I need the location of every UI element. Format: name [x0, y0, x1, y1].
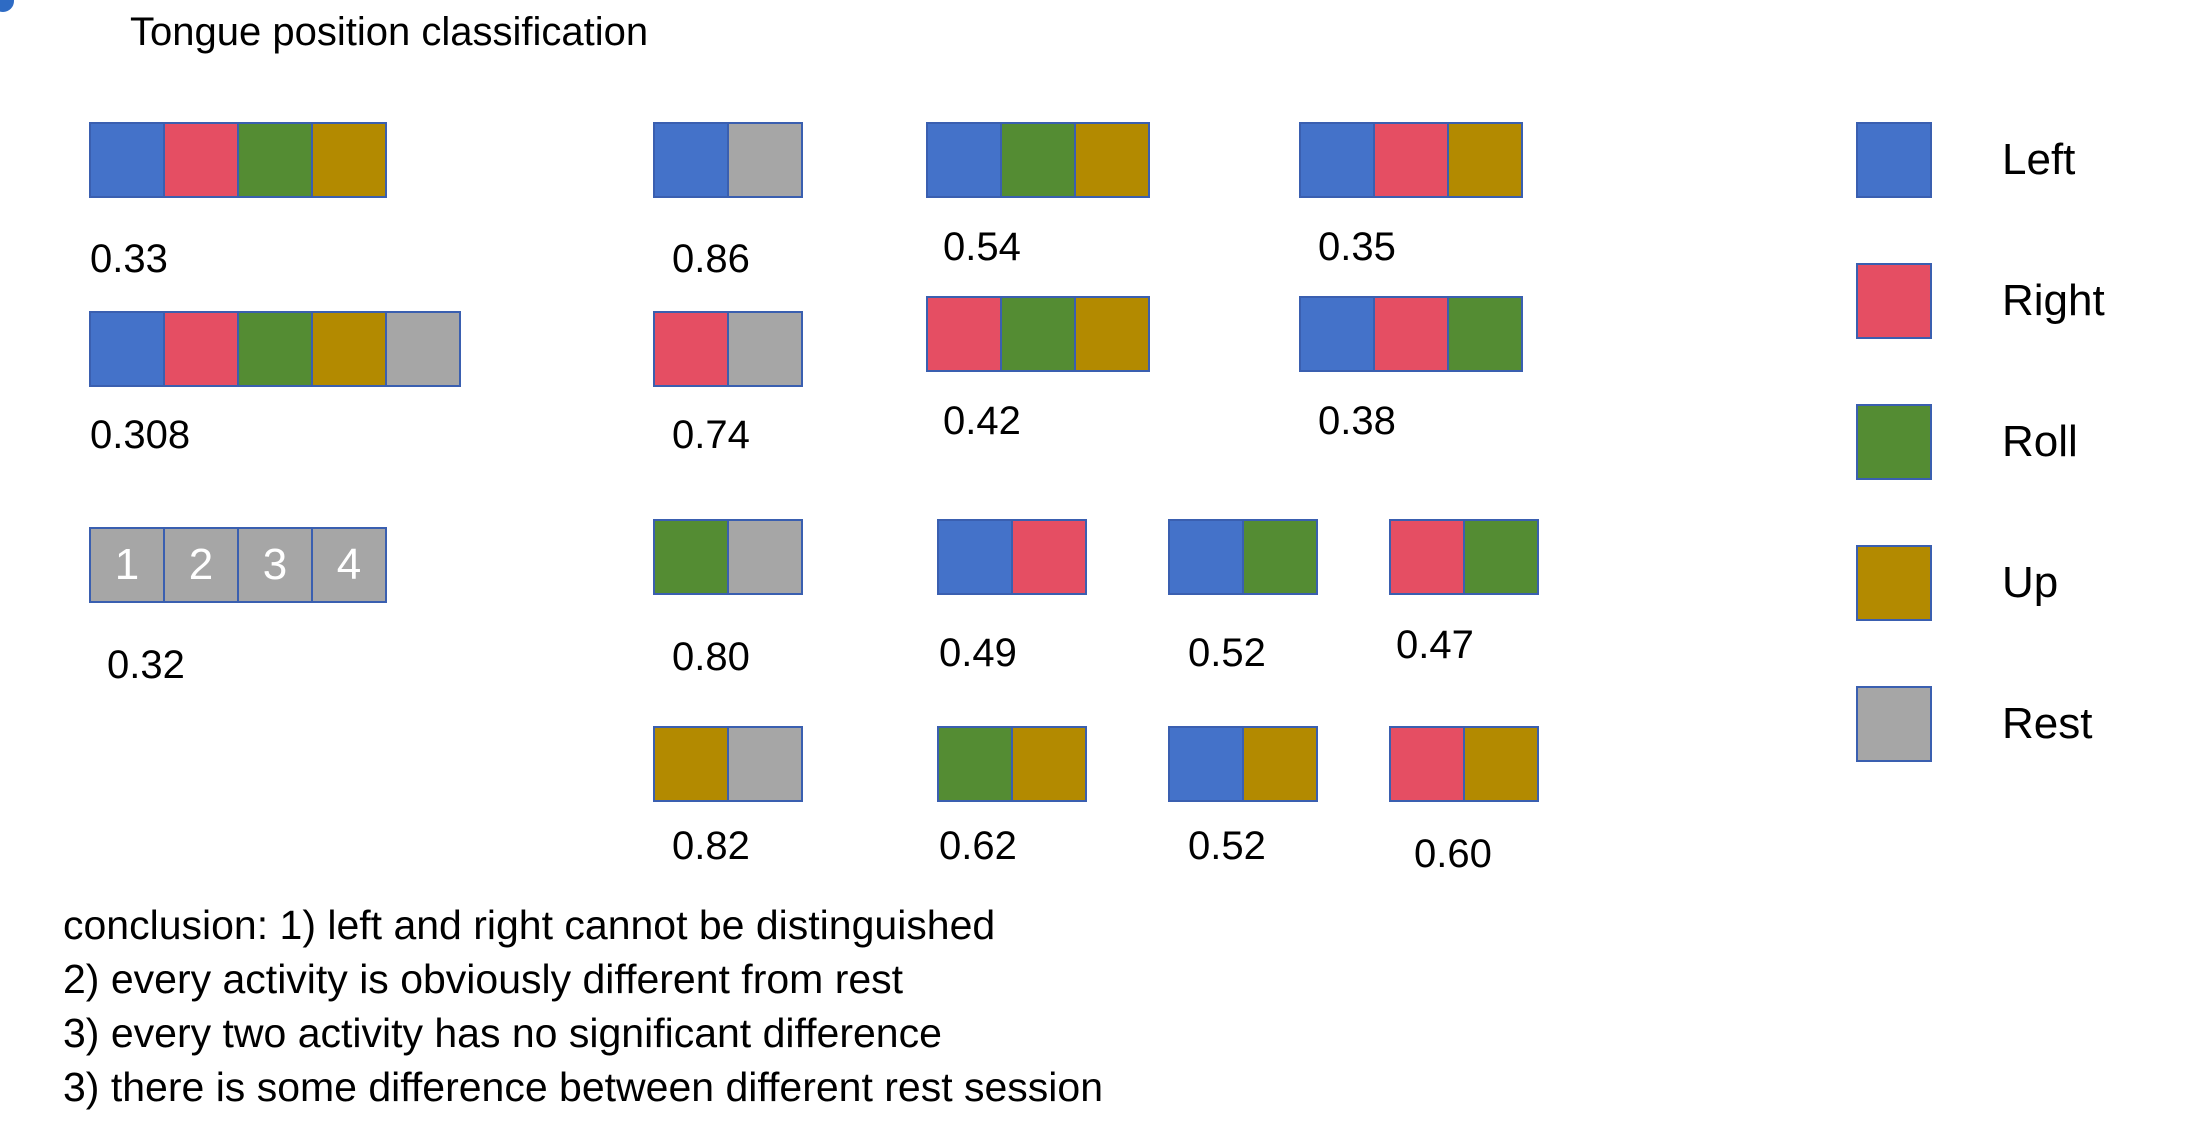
right-class-square [926, 296, 1002, 372]
rest-class-square [727, 122, 803, 198]
class-combination [1389, 726, 1539, 802]
rest-class-square [727, 726, 803, 802]
accuracy-label: 0.62 [939, 824, 1017, 868]
rest-class-square: 3 [237, 527, 313, 603]
class-combination [937, 519, 1087, 595]
conclusion-line: 2) every activity is obviously different… [63, 956, 904, 1002]
class-combination [653, 519, 803, 595]
accuracy-label: 0.308 [90, 413, 191, 457]
legend-label-left: Left [2002, 135, 2076, 184]
roll-class-square [237, 311, 313, 387]
roll-class-square [1463, 519, 1539, 595]
rest-class-square [385, 311, 461, 387]
legend-swatch-left [1856, 122, 1932, 198]
rest-class-square [727, 311, 803, 387]
roll-class-square [1000, 122, 1076, 198]
corner-dot [0, 0, 14, 12]
up-class-square [1074, 122, 1150, 198]
left-class-square [89, 122, 165, 198]
accuracy-label: 0.60 [1414, 832, 1492, 876]
legend-label-right: Right [2002, 276, 2105, 325]
legend-swatch-up [1856, 545, 1932, 621]
up-class-square [1463, 726, 1539, 802]
left-class-square [89, 311, 165, 387]
class-combination [1389, 519, 1539, 595]
right-class-square [653, 311, 729, 387]
rest-class-square: 1 [89, 527, 165, 603]
class-combination [926, 296, 1150, 372]
right-class-square [1389, 726, 1465, 802]
legend-label-rest: Rest [2002, 699, 2093, 748]
left-class-square [1299, 122, 1375, 198]
conclusion-line: 3) there is some difference between diff… [63, 1064, 1103, 1110]
roll-class-square [1447, 296, 1523, 372]
accuracy-label: 0.33 [90, 237, 168, 281]
rest-class-square: 2 [163, 527, 239, 603]
accuracy-label: 0.82 [672, 824, 750, 868]
class-combination [1168, 726, 1318, 802]
class-combination [89, 311, 461, 387]
up-class-square [311, 311, 387, 387]
left-class-square [937, 519, 1013, 595]
legend-swatch-rest [1856, 686, 1932, 762]
accuracy-label: 0.47 [1396, 623, 1474, 667]
up-class-square [1011, 726, 1087, 802]
up-class-square [311, 122, 387, 198]
up-class-square [1074, 296, 1150, 372]
roll-class-square [653, 519, 729, 595]
accuracy-label: 0.54 [943, 225, 1021, 269]
class-combination [89, 122, 387, 198]
conclusion-text: conclusion: 1) left and right cannot be … [63, 898, 1103, 1114]
roll-class-square [237, 122, 313, 198]
class-combination [937, 726, 1087, 802]
legend-label-roll: Roll [2002, 417, 2078, 466]
rest-class-square [727, 519, 803, 595]
roll-class-square [1000, 296, 1076, 372]
accuracy-label: 0.42 [943, 399, 1021, 443]
roll-class-square [937, 726, 1013, 802]
right-class-square [1373, 122, 1449, 198]
accuracy-label: 0.32 [107, 643, 185, 687]
class-combination [1168, 519, 1318, 595]
left-class-square [1168, 519, 1244, 595]
left-class-square [926, 122, 1002, 198]
class-combination [926, 122, 1150, 198]
rest-class-square: 4 [311, 527, 387, 603]
conclusion-line: conclusion: 1) left and right cannot be … [63, 902, 996, 948]
right-class-square [163, 311, 239, 387]
accuracy-label: 0.74 [672, 413, 750, 457]
accuracy-label: 0.52 [1188, 824, 1266, 868]
left-class-square [653, 122, 729, 198]
up-class-square [1242, 726, 1318, 802]
accuracy-label: 0.80 [672, 635, 750, 679]
right-class-square [163, 122, 239, 198]
class-combination [1299, 122, 1523, 198]
accuracy-label: 0.35 [1318, 225, 1396, 269]
left-class-square [1168, 726, 1244, 802]
right-class-square [1389, 519, 1465, 595]
right-class-square [1011, 519, 1087, 595]
accuracy-label: 0.52 [1188, 631, 1266, 675]
legend-label-up: Up [2002, 558, 2059, 607]
page-title: Tongue position classification [130, 10, 649, 54]
up-class-square [1447, 122, 1523, 198]
class-combination [653, 122, 803, 198]
class-combination [653, 311, 803, 387]
up-class-square [653, 726, 729, 802]
accuracy-label: 0.49 [939, 631, 1017, 675]
legend-swatch-roll [1856, 404, 1932, 480]
accuracy-label: 0.38 [1318, 399, 1396, 443]
class-combination [653, 726, 803, 802]
right-class-square [1373, 296, 1449, 372]
accuracy-label: 0.86 [672, 237, 750, 281]
left-class-square [1299, 296, 1375, 372]
conclusion-line: 3) every two activity has no significant… [63, 1010, 942, 1056]
roll-class-square [1242, 519, 1318, 595]
legend-swatch-right [1856, 263, 1932, 339]
class-combination [1299, 296, 1523, 372]
